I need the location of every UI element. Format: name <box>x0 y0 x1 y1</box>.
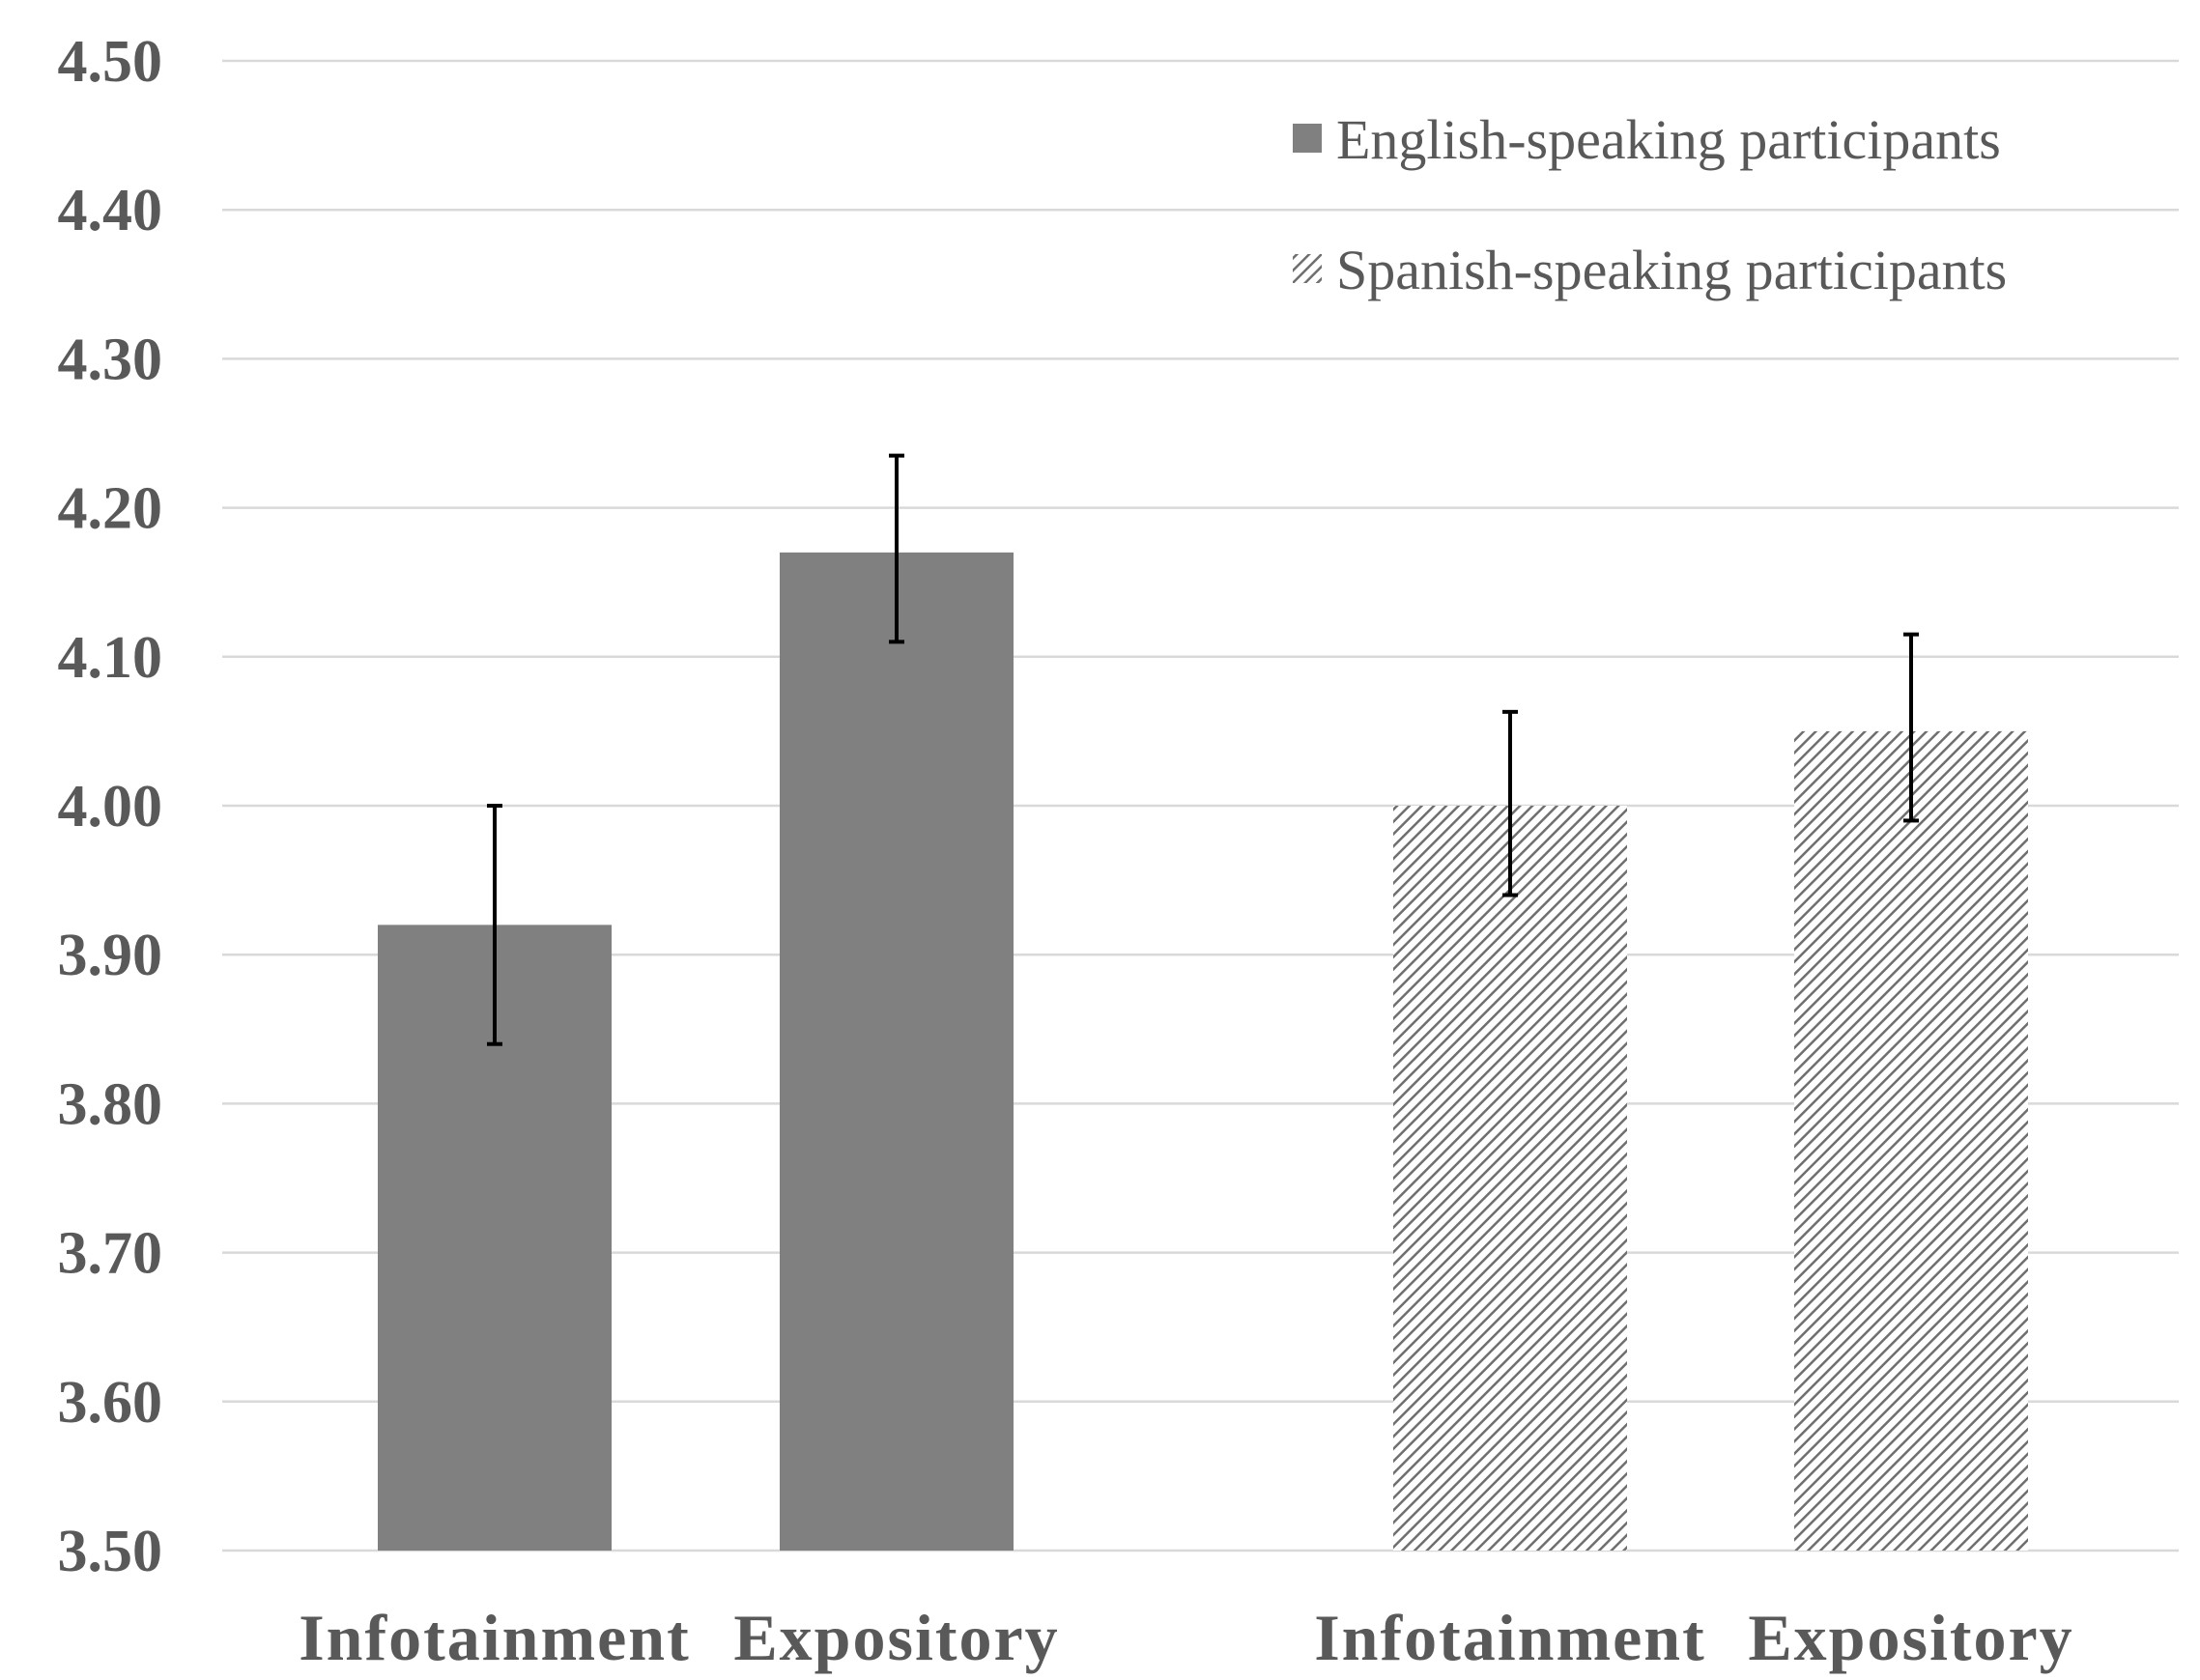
y-tick-label: 3.50 <box>58 1519 163 1584</box>
bars <box>378 552 2028 1551</box>
x-axis-category-labels: Infotainment Expository Infotainment Exposi… <box>299 1601 2073 1674</box>
y-tick-label: 4.20 <box>58 476 163 542</box>
y-tick-label: 4.00 <box>58 774 163 840</box>
legend-swatch <box>1293 254 1322 283</box>
category-label: Infotainment <box>299 1601 691 1674</box>
bar-expository-english <box>780 552 1014 1551</box>
y-tick-label: 3.60 <box>58 1370 163 1436</box>
legend-swatch <box>1293 124 1322 153</box>
legend: English-speaking participants Spanish-spe… <box>1293 108 2007 301</box>
category-label: Infotainment <box>1314 1601 1706 1674</box>
y-tick-label: 3.80 <box>58 1071 163 1137</box>
error-bar <box>487 804 502 1046</box>
error-bar <box>889 453 904 644</box>
y-tick-label: 4.10 <box>58 625 163 691</box>
legend-item-spanish: Spanish-speaking participants <box>1293 239 2007 301</box>
category-label: Expository <box>1748 1601 2073 1674</box>
y-tick-label: 3.70 <box>58 1221 163 1287</box>
y-tick-label: 4.30 <box>58 327 163 392</box>
bar-infotainment-spanish <box>1393 806 1627 1551</box>
error-bars <box>487 453 1919 1046</box>
legend-item-english: English-speaking participants <box>1293 108 2001 171</box>
error-bar <box>1903 632 1919 823</box>
y-tick-label: 4.40 <box>58 178 163 243</box>
y-tick-label: 3.90 <box>58 923 163 988</box>
legend-label: English-speaking participants <box>1336 108 2001 171</box>
y-axis-tick-labels: 3.50 3.60 3.70 3.80 3.90 4.00 4.10 4.20 4.30 4.40… <box>58 29 163 1584</box>
legend-label: Spanish-speaking participants <box>1336 239 2007 301</box>
bar-expository-spanish <box>1794 730 2028 1551</box>
category-label: Expository <box>733 1601 1059 1674</box>
y-tick-label: 4.50 <box>58 29 163 95</box>
error-bar <box>1502 709 1518 897</box>
